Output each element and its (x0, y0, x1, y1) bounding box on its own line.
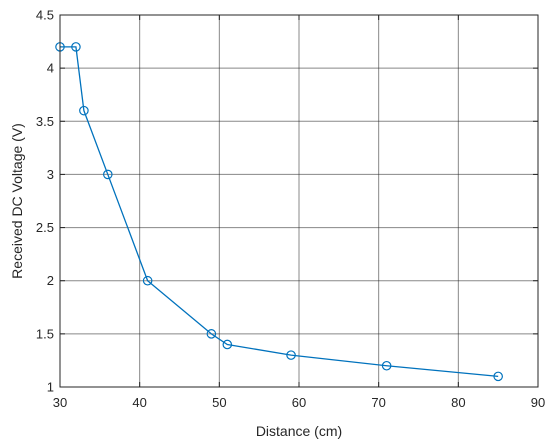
x-tick-label: 70 (371, 395, 385, 410)
data-point-marker (381, 360, 392, 371)
y-tick-label: 1.5 (36, 326, 54, 341)
grid-lines (60, 15, 538, 387)
data-point-marker (71, 42, 81, 52)
y-axis-title: Received DC Voltage (V) (9, 123, 25, 279)
y-tick-label: 3 (47, 167, 54, 182)
y-tick-label: 2 (47, 273, 54, 288)
data-point-marker (286, 350, 296, 360)
y-tick-label: 3.5 (36, 114, 54, 129)
y-tick-label: 4.5 (36, 8, 54, 23)
y-tick-label: 4 (47, 61, 54, 76)
y-tick-label: 1 (47, 380, 54, 395)
data-point-marker (206, 329, 217, 339)
data-point-marker (493, 371, 503, 382)
x-tick-label: 60 (292, 395, 306, 410)
data-point-marker (142, 275, 153, 286)
data-point-marker (79, 105, 89, 116)
y-tick-label: 2.5 (36, 220, 54, 235)
x-tick-label: 40 (132, 395, 146, 410)
x-tick-label: 50 (212, 395, 226, 410)
axis-ticks: 30 40 50 60 70 80 90 1 1.5 2 2.5 3 3.5 4 4.5 (36, 8, 545, 411)
data-point-marker (222, 339, 233, 350)
series-layer (55, 42, 503, 382)
series-line (60, 46, 499, 378)
x-tick-label: 80 (451, 395, 465, 410)
x-tick-label: 90 (531, 395, 545, 410)
data-point-marker (103, 169, 113, 180)
x-tick-label: 30 (53, 395, 67, 410)
x-axis-title: Distance (cm) (256, 423, 342, 439)
